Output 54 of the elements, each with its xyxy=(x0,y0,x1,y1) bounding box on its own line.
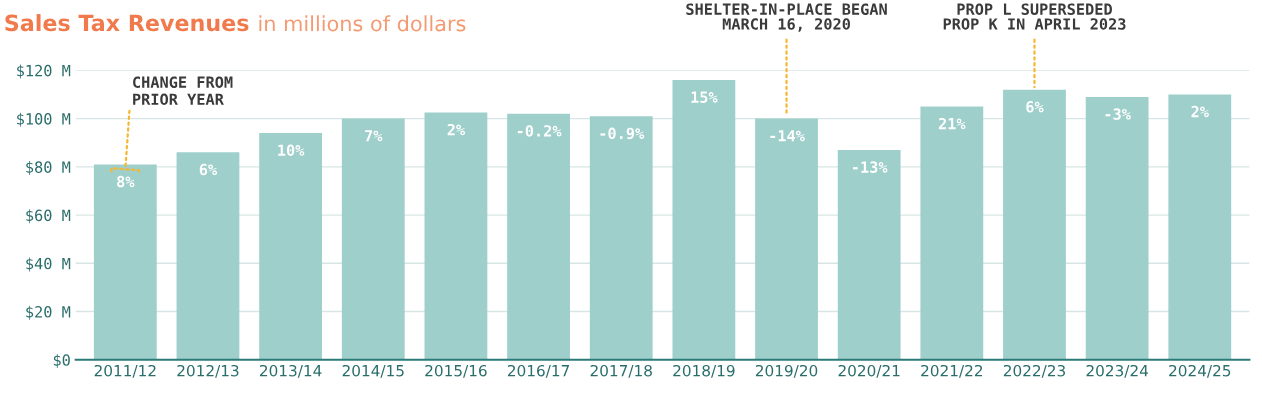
annotation: -0.9% xyxy=(600,127,645,140)
annotation: CHANGE FROM PRIOR YEAR xyxy=(133,76,233,106)
annotation: 6% xyxy=(1026,101,1044,113)
annotation: 2% xyxy=(1191,105,1209,118)
bar xyxy=(259,133,323,360)
x-tick-label: 2013/14 xyxy=(260,364,322,378)
annotation: -3% xyxy=(1105,108,1131,120)
x-tick-label: 2019/20 xyxy=(755,364,818,378)
x-tick-label: 2021/22 xyxy=(921,364,983,378)
x-tick-label: 2011/12 xyxy=(94,364,156,378)
y-tick-label: $120 M xyxy=(17,64,71,79)
bar xyxy=(672,80,736,360)
y-tick-label: $40 M xyxy=(26,257,71,272)
bar xyxy=(755,118,818,360)
annotation: 21% xyxy=(938,117,966,130)
annotation: 6% xyxy=(199,163,218,176)
x-tick-label: 2015/16 xyxy=(425,364,487,378)
y-tick-label: $60 M xyxy=(26,209,71,224)
y-tick-label: $0 xyxy=(53,354,70,368)
bar xyxy=(424,112,488,360)
bar xyxy=(176,152,240,360)
x-tick-label: 2022/23 xyxy=(1003,364,1065,378)
bar xyxy=(341,118,405,360)
x-tick-label: 2023/24 xyxy=(1086,364,1149,378)
annotation: 8% xyxy=(117,175,135,188)
annotation: 7% xyxy=(365,130,383,142)
annotation: -14% xyxy=(770,130,805,142)
x-tick-label: 2014/15 xyxy=(342,364,404,378)
x-tick-label: 2012/13 xyxy=(177,364,239,378)
chart-title: Sales Tax Revenues xyxy=(5,14,249,32)
annotation: -0.2% xyxy=(517,125,562,137)
annotation: -13% xyxy=(853,161,888,173)
annotation: 15% xyxy=(691,91,718,103)
x-tick-label: 2016/17 xyxy=(507,364,569,378)
bar xyxy=(93,164,157,360)
bar xyxy=(837,149,901,360)
y-tick-label: $100 M xyxy=(17,112,71,127)
y-tick-label: $80 M xyxy=(26,161,71,175)
bar xyxy=(507,113,570,360)
bar xyxy=(1168,94,1232,360)
x-tick-label: 2024/25 xyxy=(1169,364,1231,378)
x-tick-label: 2017/18 xyxy=(590,364,652,378)
x-tick-label: 2020/21 xyxy=(838,364,900,378)
annotation: 2% xyxy=(447,123,466,136)
bar xyxy=(589,116,653,360)
annotation: 10% xyxy=(278,144,305,156)
annotation: PROP L SUPERSEDED PROP K IN APRIL 2023 xyxy=(943,3,1126,30)
bar xyxy=(1085,96,1149,360)
bar xyxy=(920,106,984,360)
chart-subtitle: in millions of dollars xyxy=(259,15,466,32)
annotation: SHELTER-IN-PLACE BEGAN MARCH 16, 2020 xyxy=(686,3,887,32)
bar xyxy=(1003,89,1066,360)
y-tick-label: $20 M xyxy=(26,305,71,320)
x-tick-label: 2018/19 xyxy=(673,364,735,378)
